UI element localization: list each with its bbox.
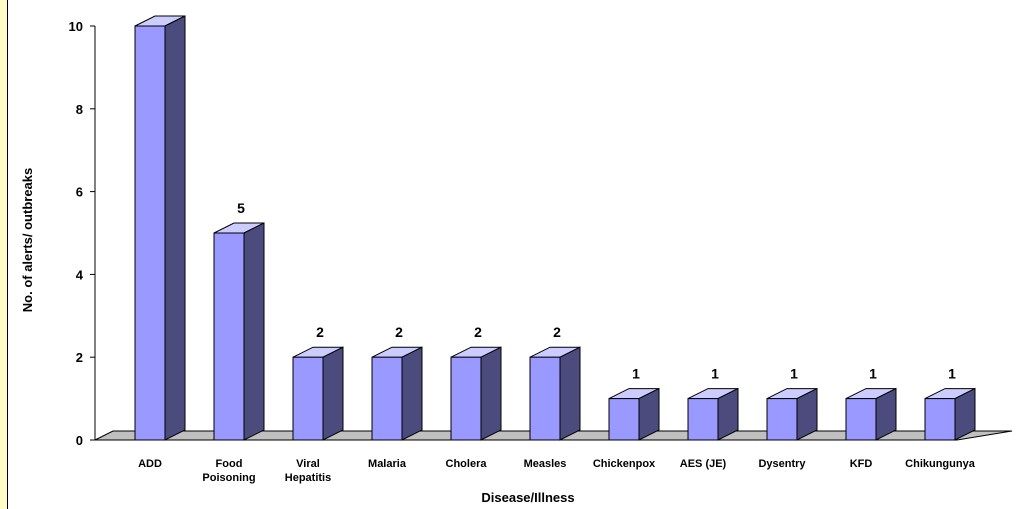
bar-front-face — [292, 356, 324, 441]
bar-side-face — [243, 222, 265, 441]
data-labels: 5 2 2 2 2 1 1 1 1 1 — [237, 200, 956, 382]
bars — [134, 15, 976, 441]
bar-front-face — [529, 356, 561, 441]
x-tick-label-line: Poisoning — [202, 472, 255, 484]
bar-front-face — [608, 398, 640, 441]
data-label: 2 — [474, 324, 482, 340]
y-tick-label: 10 — [69, 19, 83, 34]
bar-front-face — [134, 25, 166, 441]
x-tick-label: ADD — [138, 458, 162, 470]
bar-front-face — [766, 398, 798, 441]
data-label: 1 — [711, 366, 719, 382]
x-tick-label-line: Malaria — [368, 458, 407, 470]
x-tick-label-line: ADD — [138, 458, 162, 470]
bar — [845, 387, 897, 441]
x-tick-label-line: AES (JE) — [680, 458, 727, 470]
bar — [924, 387, 976, 441]
y-tick-label: 8 — [76, 102, 83, 117]
bar-front-face — [213, 232, 245, 441]
bar — [292, 346, 344, 441]
y-tick-label: 6 — [76, 185, 83, 200]
x-tick-label-line: Viral — [296, 458, 320, 470]
x-tick-label: Dysentry — [758, 458, 806, 470]
y-tick-label: 2 — [76, 350, 83, 365]
x-axis-title: Disease/Illness — [481, 490, 574, 505]
data-label: 1 — [869, 366, 877, 382]
data-label: 2 — [316, 324, 324, 340]
x-tick-label-line: Chikungunya — [905, 458, 976, 470]
bar-front-face — [450, 356, 482, 441]
data-label: 1 — [632, 366, 640, 382]
bar-side-face — [480, 346, 502, 441]
bar-side-face — [322, 346, 344, 441]
y-tick-label: 4 — [76, 267, 84, 282]
y-axis-title: No. of alerts/ outbreaks — [20, 168, 35, 312]
data-label: 2 — [395, 324, 403, 340]
y-tick-label: 0 — [76, 433, 83, 448]
bar-front-face — [924, 398, 956, 441]
bar-front-face — [845, 398, 877, 441]
x-tick-label-line: Hepatitis — [285, 472, 331, 484]
bar — [213, 222, 265, 441]
data-label: 2 — [553, 324, 561, 340]
bar-front-face — [687, 398, 719, 441]
x-tick-label-line: Cholera — [446, 458, 488, 470]
x-tick-label: Chikungunya — [905, 458, 976, 470]
x-tick-label-line: Measles — [524, 458, 567, 470]
bar — [450, 346, 502, 441]
x-tick-label: Measles — [524, 458, 567, 470]
data-label: 1 — [948, 366, 956, 382]
x-tick-label: KFD — [850, 458, 873, 470]
data-label: 1 — [790, 366, 798, 382]
x-tick-label-line: Food — [216, 458, 243, 470]
x-tick-label-line: KFD — [850, 458, 873, 470]
y-axis: 0 2 4 6 8 10 — [69, 19, 957, 448]
x-tick-label: Cholera — [446, 458, 488, 470]
bar-side-face — [164, 15, 186, 441]
x-tick-label: Chickenpox — [593, 458, 656, 470]
bar — [687, 387, 739, 441]
x-tick-label: Malaria — [368, 458, 407, 470]
left-border — [0, 0, 8, 509]
bar-side-face — [559, 346, 581, 441]
bar — [608, 387, 660, 441]
x-tick-label-line: Chickenpox — [593, 458, 656, 470]
bar — [134, 15, 186, 441]
data-label: 5 — [237, 200, 245, 216]
bar-side-face — [401, 346, 423, 441]
x-tick-label: Viral Hepatitis — [285, 458, 331, 484]
bar — [371, 346, 423, 441]
x-tick-label: AES (JE) — [680, 458, 727, 470]
x-tick-label-line: Dysentry — [758, 458, 806, 470]
bar — [529, 346, 581, 441]
x-axis-tick-labels: ADD Food Poisoning Viral Hepatitis Malaria Cho… — [138, 458, 976, 484]
bar — [766, 387, 818, 441]
x-tick-label: Food Poisoning — [202, 458, 255, 484]
bar-front-face — [371, 356, 403, 441]
